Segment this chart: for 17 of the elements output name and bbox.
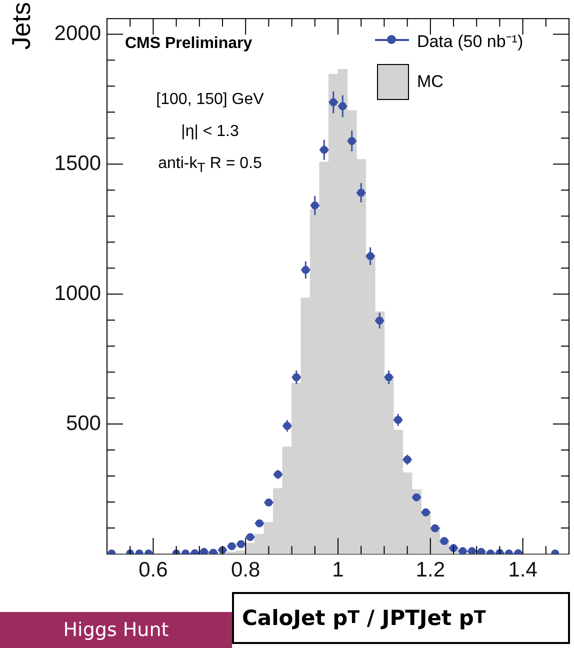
annotation: [100, 150] GeV <box>155 90 265 109</box>
x-tick-label: 0.8 <box>231 558 260 582</box>
x-tick-label: 0.6 <box>138 558 168 582</box>
y-tick-label: 1000 <box>54 282 101 305</box>
legend-label: Data (50 nb⁻¹) <box>416 30 524 52</box>
annotation: CMS Preliminary <box>125 34 254 53</box>
y-tick-label: 500 <box>66 412 101 435</box>
y-axis-title: Jets <box>6 2 37 50</box>
y-tick-label: 2000 <box>54 22 101 45</box>
x-tick-label: 1 <box>332 558 344 582</box>
x-tick-label: 1.2 <box>416 558 445 582</box>
annotation: anti-k$_{T}$ R = 0.5 <box>157 154 263 175</box>
x-tick-label: 1.4 <box>508 558 538 582</box>
legend-label: MC <box>416 72 444 92</box>
text: Higgs Hunt <box>0 612 232 648</box>
annotation: |η| < 1.3 <box>180 122 240 141</box>
y-tick-label: 1500 <box>54 152 101 175</box>
